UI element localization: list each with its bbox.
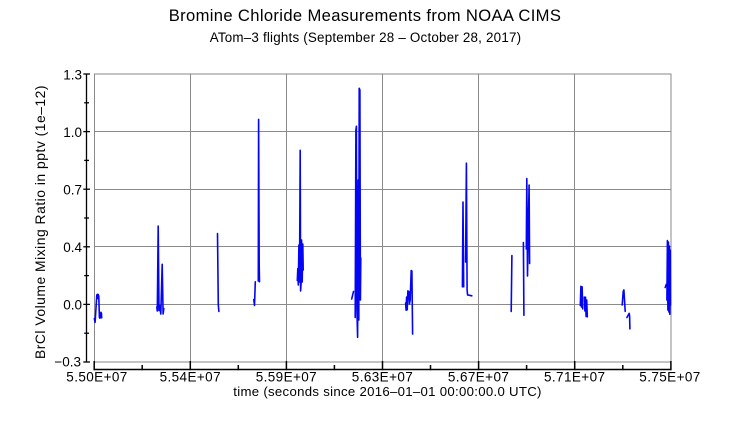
- svg-text:BrCl Volume Mixing Ratio in pp: BrCl Volume Mixing Ratio in pptv (1e–12): [32, 85, 48, 359]
- svg-text:ATom–3 flights (September 28 –: ATom–3 flights (September 28 – October 2…: [210, 30, 522, 45]
- svg-text:5.67E+07: 5.67E+07: [448, 370, 509, 385]
- svg-text:5.63E+07: 5.63E+07: [352, 370, 413, 385]
- svg-text:5.75E+07: 5.75E+07: [639, 370, 700, 385]
- svg-text:0.0: 0.0: [63, 298, 82, 313]
- svg-text:5.59E+07: 5.59E+07: [256, 370, 317, 385]
- svg-text:0.7: 0.7: [63, 183, 82, 198]
- svg-text:Bromine Chloride Measurements: Bromine Chloride Measurements from NOAA …: [169, 6, 562, 25]
- svg-text:1.0: 1.0: [63, 125, 82, 140]
- svg-text:−0.3: −0.3: [54, 355, 81, 370]
- svg-text:5.50E+07: 5.50E+07: [66, 370, 127, 385]
- svg-text:5.54E+07: 5.54E+07: [160, 370, 221, 385]
- svg-text:time (seconds since 2016–01–01: time (seconds since 2016–01–01 00:00:00.…: [233, 384, 542, 399]
- svg-text:1.3: 1.3: [63, 67, 82, 82]
- svg-text:5.71E+07: 5.71E+07: [544, 370, 605, 385]
- svg-text:0.4: 0.4: [63, 240, 82, 255]
